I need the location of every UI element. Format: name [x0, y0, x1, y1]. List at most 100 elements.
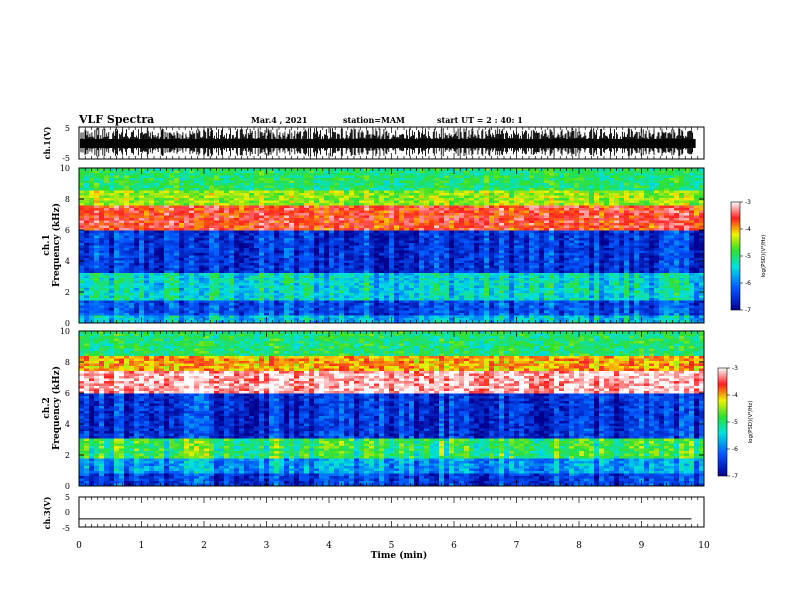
spectrogram-cell [319, 190, 325, 194]
spectrogram-cell [379, 275, 385, 279]
spectrogram-cell [474, 268, 480, 271]
spectrogram-cell [439, 238, 445, 241]
spectrogram-cell [334, 303, 340, 306]
spectrogram-cell [449, 285, 455, 289]
spectrogram-cell [459, 248, 465, 251]
spectrogram-cell [204, 308, 210, 311]
spectrogram-cell [429, 230, 435, 234]
spectrogram-cell [344, 223, 350, 226]
spectrogram-cell [224, 260, 230, 264]
spectrogram-cell [144, 218, 150, 221]
spectrogram-cell [364, 190, 370, 194]
spectrogram-cell [144, 173, 150, 176]
spectrogram-cell [99, 230, 105, 234]
spectrogram-cell [319, 310, 325, 314]
spectrogram-cell [99, 205, 105, 209]
spectrogram-cell [224, 245, 230, 249]
spectrogram-cell [439, 208, 445, 211]
spectrogram-cell [369, 320, 375, 324]
spectrogram-cell [469, 263, 475, 266]
spectrogram-cell [339, 303, 345, 306]
spectrogram-cell [374, 275, 380, 279]
spectrogram-cell [114, 218, 120, 221]
spectrogram-cell [149, 198, 155, 201]
spectrogram-cell [354, 198, 360, 201]
spectrogram-cell [239, 200, 245, 204]
spectrogram-cell [339, 200, 345, 204]
spectrogram-cell [159, 170, 165, 174]
spectrogram-cell [309, 248, 315, 251]
spectrogram-cell [264, 255, 270, 259]
spectrogram-cell [424, 205, 430, 209]
spectrogram-cell [394, 168, 400, 171]
spectrogram-cell [124, 253, 130, 256]
spectrogram-cell [199, 275, 205, 279]
spectrogram-cell [449, 208, 455, 211]
spectrogram-cell [434, 168, 440, 171]
spectrogram-cell [169, 218, 175, 221]
spectrogram-cell [189, 298, 195, 301]
spectrogram-cell [169, 273, 175, 276]
spectrogram-cell [364, 235, 370, 239]
spectrogram-cell [319, 295, 325, 299]
spectrogram-cell [264, 223, 270, 226]
spectrogram-cell [109, 215, 115, 219]
spectrogram-cell [319, 218, 325, 221]
spectrogram-cell [164, 290, 170, 294]
spectrogram-cell [384, 270, 390, 274]
spectrogram-cell [424, 243, 430, 246]
spectrogram-cell [329, 185, 335, 189]
spectrogram-cell [349, 223, 355, 226]
spectrogram-cell [464, 173, 470, 176]
spectrogram-cell [79, 235, 85, 239]
spectrogram-cell [114, 220, 120, 224]
spectrogram-cell [114, 278, 120, 281]
spectrogram-cell [379, 183, 385, 186]
spectrogram-cell [384, 198, 390, 201]
spectrogram-cell [124, 195, 130, 199]
spectrogram-cell [144, 258, 150, 261]
spectrogram-cell [349, 233, 355, 236]
spectrogram-cell [274, 223, 280, 226]
spectrogram-cell [169, 295, 175, 299]
spectrogram-cell [239, 303, 245, 306]
spectrogram-cell [84, 275, 90, 279]
spectrogram-cell [364, 265, 370, 269]
spectrogram-cell [219, 273, 225, 276]
spectrogram-cell [194, 315, 200, 319]
spectrogram-cell [104, 278, 110, 281]
spectrogram-cell [79, 203, 85, 206]
spectrogram-cell [389, 313, 395, 316]
spectrogram-cell [319, 243, 325, 246]
spectrogram-cell [294, 290, 300, 294]
spectrogram-cell [254, 303, 260, 306]
spectrogram-cell [334, 300, 340, 304]
spectrogram-cell [254, 288, 260, 291]
spectrogram-cell [229, 228, 235, 231]
spectrogram-cell [224, 213, 230, 216]
spectrogram-cell [179, 270, 185, 274]
spectrogram-cell [284, 295, 290, 299]
spectrogram-cell [254, 320, 260, 324]
spectrogram-cell [379, 318, 385, 321]
spectrogram-cell [259, 233, 265, 236]
spectrogram-cell [414, 293, 420, 296]
spectrogram-cell [109, 310, 115, 314]
spectrogram-cell [429, 260, 435, 264]
spectrogram-cell [109, 228, 115, 231]
spectrogram-cell [464, 213, 470, 216]
spectrogram-cell [194, 200, 200, 204]
spectrogram-cell [459, 280, 465, 284]
spectrogram-cell [159, 270, 165, 274]
spectrogram-cell [124, 288, 130, 291]
spectrogram-cell [324, 168, 330, 171]
spectrogram-cell [239, 198, 245, 201]
spectrogram-cell [364, 175, 370, 179]
spectrogram-cell [179, 235, 185, 239]
spectrogram-cell [349, 263, 355, 266]
spectrogram-cell [359, 263, 365, 266]
spectrogram-cell [314, 173, 320, 176]
spectrogram-cell [464, 285, 470, 289]
spectrogram-cell [284, 293, 290, 296]
spectrogram-cell [434, 313, 440, 316]
